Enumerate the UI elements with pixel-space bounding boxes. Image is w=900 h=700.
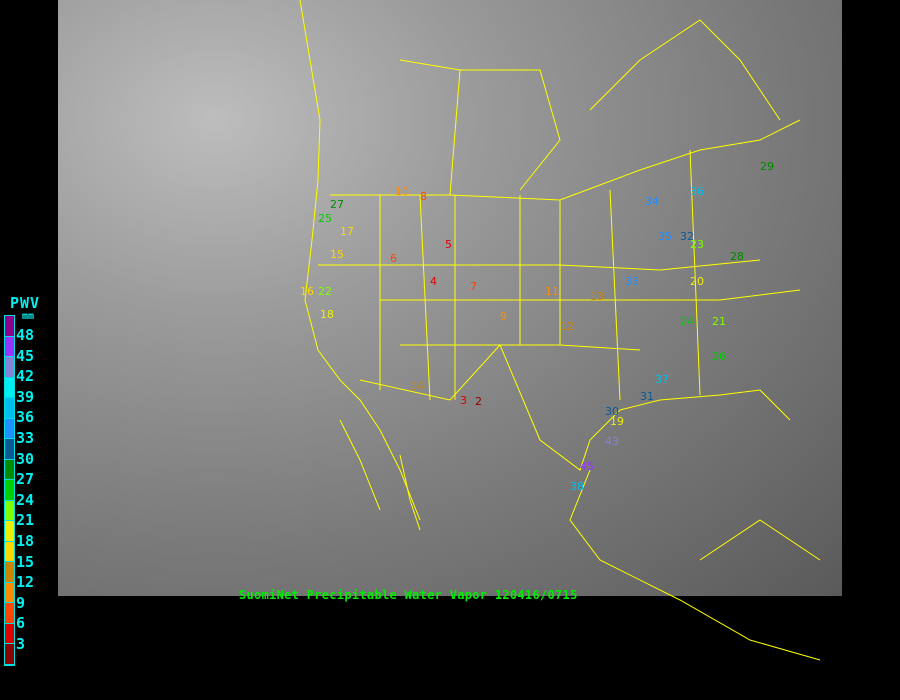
station-pwv-value: 14: [410, 380, 424, 393]
legend-swatch: [5, 541, 14, 562]
station-pwv-value: 5: [445, 238, 452, 251]
station-pwv-value: 24: [680, 315, 694, 328]
legend-title: PWV: [10, 294, 41, 312]
legend-label: 33: [16, 429, 35, 447]
legend-label: 42: [16, 367, 35, 386]
border-line: [454, 149, 701, 401]
legend-label: 27: [16, 470, 35, 489]
station-pwv-value: 18: [320, 308, 334, 321]
station-pwv-value: 3: [460, 394, 467, 407]
legend-label: 6: [16, 614, 26, 633]
map-caption: SuomiNet Precipitable Water Vapor 120416…: [239, 588, 578, 602]
legend-label: 48: [16, 326, 35, 344]
station-pwv-value: 6: [390, 252, 397, 265]
station-pwv-value: 8: [420, 190, 427, 203]
station-pwv-value: 22: [318, 285, 332, 298]
station-pwv-value: 26: [712, 350, 726, 363]
station-pwv-value: 19: [610, 415, 624, 428]
border-line: [359, 344, 791, 471]
station-pwv-value: 43: [605, 435, 619, 448]
station-pwv-value: 45: [580, 460, 594, 473]
station-pwv-value: 7: [470, 280, 477, 293]
station-pwv-value: 28: [730, 250, 744, 263]
legend-swatch: [5, 623, 14, 644]
border-line: [380, 289, 801, 301]
legend-swatch: [5, 418, 14, 439]
legend-label: 9: [16, 593, 26, 612]
legend-swatch: [5, 500, 14, 521]
pwv-color-legend: [4, 315, 15, 666]
station-pwv-value: 29: [760, 160, 774, 173]
station-pwv-value: 38: [570, 480, 584, 493]
legend-unit: mm: [22, 311, 35, 322]
station-pwv-value: 37: [655, 373, 669, 386]
legend-label: 24: [16, 490, 35, 509]
legend-label: 18: [16, 532, 35, 550]
border-line: [339, 419, 421, 531]
legend-swatch: [5, 562, 14, 583]
station-pwv-value: 27: [330, 198, 344, 211]
station-pwv-value: 30: [605, 405, 619, 418]
satellite-map: [58, 0, 842, 596]
station-pwv-value: 16: [300, 285, 314, 298]
station-pwv-value: 4: [430, 275, 437, 288]
legend-swatch: [5, 582, 14, 603]
legend-swatch: [5, 644, 14, 665]
legend-label: 15: [16, 552, 35, 571]
station-pwv-value: 2: [475, 395, 482, 408]
station-pwv-value: 33: [625, 275, 639, 288]
station-pwv-value: 11: [545, 285, 559, 298]
border-line: [399, 19, 781, 196]
legend-swatch: [5, 480, 14, 501]
legend-swatch: [5, 357, 14, 378]
station-pwv-value: 21: [712, 315, 726, 328]
station-pwv-value: 35: [658, 230, 672, 243]
legend-label: 45: [16, 346, 35, 365]
station-pwv-value: 9: [500, 310, 507, 323]
station-pwv-value: 10: [395, 185, 409, 198]
legend-swatch: [5, 336, 14, 357]
legend-swatch: [5, 439, 14, 460]
legend-swatch: [5, 603, 14, 624]
station-pwv-value: 31: [640, 390, 654, 403]
legend-swatch: [5, 316, 14, 337]
legend-swatch: [5, 398, 14, 419]
legend-label: 12: [16, 573, 35, 592]
border-line: [318, 259, 761, 271]
border-line: [569, 469, 821, 661]
legend-label: 36: [16, 408, 35, 427]
station-pwv-value: 34: [645, 195, 659, 208]
station-pwv-value: 12: [560, 320, 574, 333]
station-pwv-value: 13: [590, 290, 604, 303]
border-line: [299, 0, 421, 521]
legend-swatch: [5, 521, 14, 542]
station-pwv-value: 36: [690, 185, 704, 198]
legend-label: 21: [16, 511, 35, 530]
station-pwv-value: 23: [690, 238, 704, 251]
legend-label: 39: [16, 387, 35, 406]
legend-label: 3: [16, 635, 26, 653]
station-pwv-value: 25: [318, 212, 332, 225]
border-line: [379, 194, 431, 401]
station-pwv-value: 20: [690, 275, 704, 288]
border-line: [400, 344, 641, 351]
station-pwv-value: 15: [330, 248, 344, 261]
legend-swatch: [5, 377, 14, 398]
station-pwv-value: 17: [340, 225, 354, 238]
border-line: [330, 119, 801, 201]
legend-label: 30: [16, 449, 35, 468]
station-pwv-value: 32: [680, 230, 694, 243]
legend-swatch: [5, 459, 14, 480]
